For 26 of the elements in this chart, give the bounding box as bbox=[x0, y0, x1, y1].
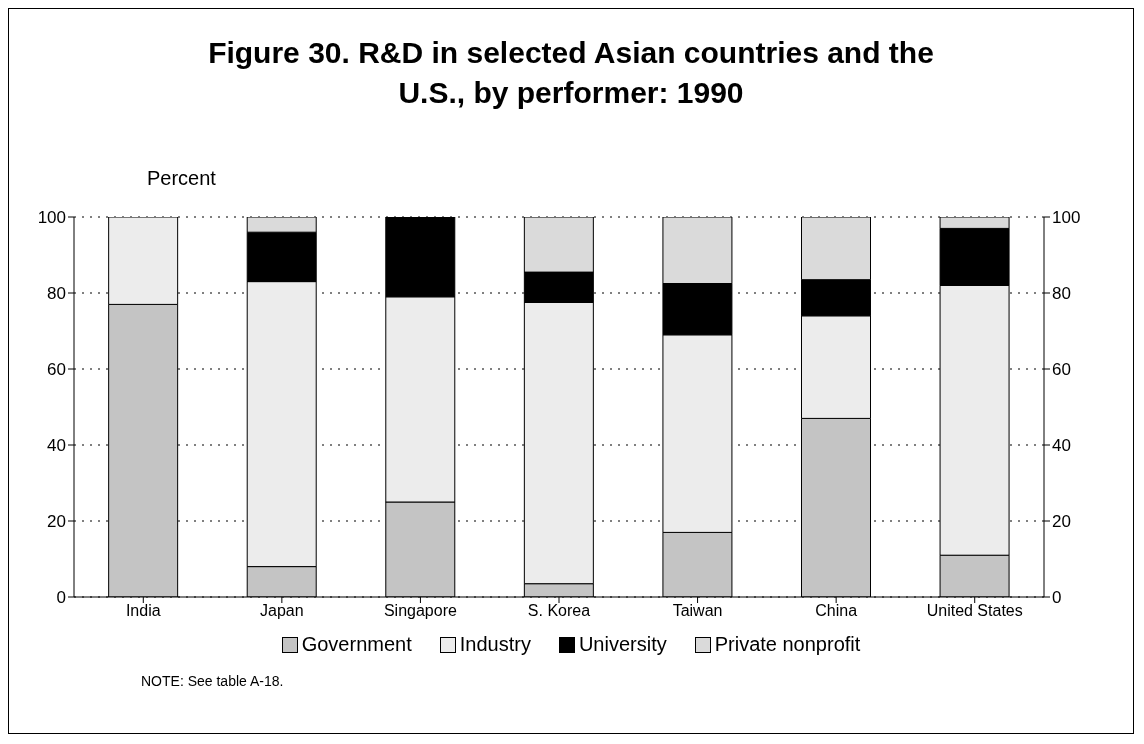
y2-tick-label: 100 bbox=[1052, 208, 1081, 228]
y-tick-label: 60 bbox=[47, 360, 66, 380]
x-tick-label: China bbox=[815, 602, 858, 620]
y2-tick-label: 20 bbox=[1052, 512, 1071, 532]
y2-tick-label: 40 bbox=[1052, 436, 1071, 456]
legend-label: Government bbox=[301, 633, 412, 656]
x-tick-label: India bbox=[125, 602, 161, 620]
y-tick-label: 80 bbox=[47, 284, 66, 304]
y2-tick-label: 0 bbox=[1052, 588, 1062, 608]
text: NOTE: See table A-18. bbox=[141, 673, 284, 689]
y2-tick-label: 60 bbox=[1052, 360, 1071, 380]
x-tick-label: Singapore bbox=[383, 602, 457, 620]
y2-tick-label: 80 bbox=[1052, 284, 1071, 304]
legend-label: Private nonprofit bbox=[714, 633, 861, 656]
y-axis-title: Percent bbox=[147, 167, 216, 190]
legend-label: University bbox=[578, 633, 667, 656]
y-tick-label: 0 bbox=[56, 588, 66, 608]
y-tick-label: 100 bbox=[37, 208, 66, 228]
legend-label: Industry bbox=[459, 633, 531, 656]
x-tick-label: Taiwan bbox=[672, 602, 723, 620]
x-tick-label: S. Korea bbox=[527, 602, 591, 620]
x-tick-label: Japan bbox=[260, 602, 304, 620]
y-tick-label: 40 bbox=[47, 436, 66, 456]
y-tick-label: 20 bbox=[47, 512, 66, 532]
chart-title: Figure 30. R&D in selected Asian countries and the U.S., by performer: 1990 bbox=[207, 35, 935, 111]
x-tick-label: United States bbox=[926, 602, 1023, 620]
